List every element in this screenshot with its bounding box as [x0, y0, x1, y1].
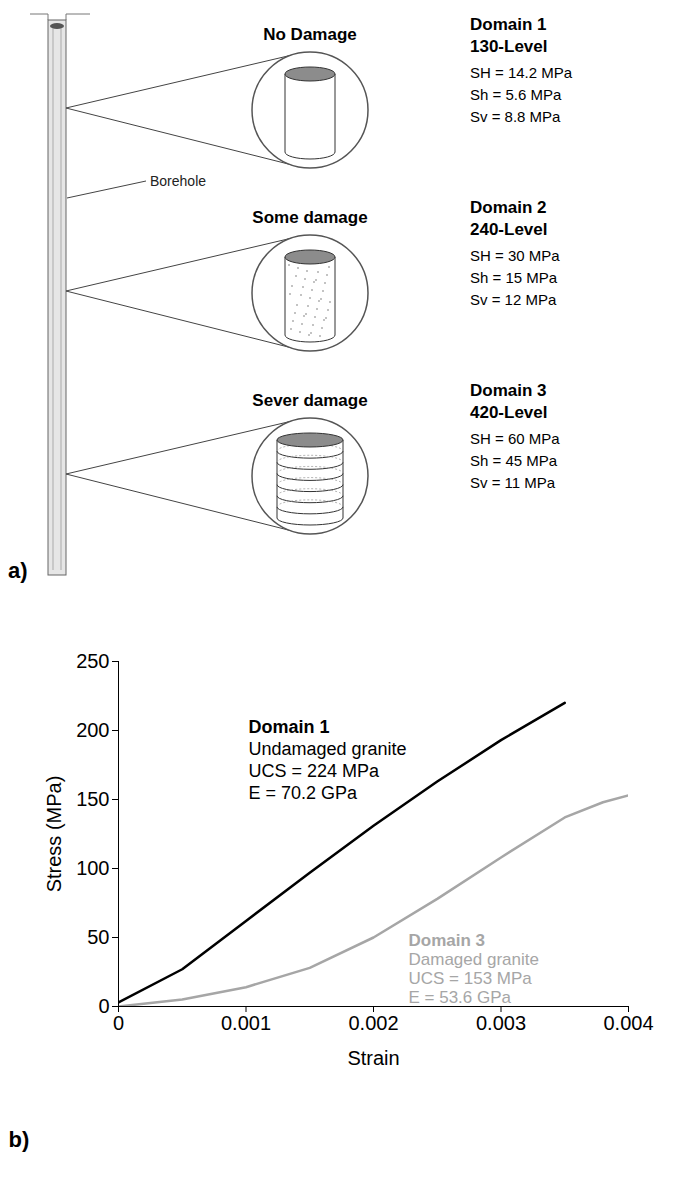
- svg-text:Sh = 45 MPa: Sh = 45 MPa: [470, 452, 558, 469]
- svg-text:b): b): [9, 1127, 30, 1152]
- svg-text:Sh = 5.6 MPa: Sh = 5.6 MPa: [470, 86, 562, 103]
- svg-text:Domain 3: Domain 3: [409, 931, 486, 950]
- svg-text:0: 0: [113, 1012, 124, 1034]
- svg-text:Sever damage: Sever damage: [252, 391, 367, 410]
- svg-text:a): a): [8, 558, 28, 583]
- svg-text:Borehole: Borehole: [150, 173, 206, 189]
- svg-text:150: 150: [76, 788, 109, 810]
- svg-text:Undamaged granite: Undamaged granite: [249, 739, 407, 759]
- svg-text:Domain 1: Domain 1: [249, 717, 330, 737]
- svg-text:SH = 30 MPa: SH = 30 MPa: [470, 247, 560, 264]
- svg-text:Domain 2: Domain 2: [470, 198, 547, 217]
- svg-text:50: 50: [87, 926, 109, 948]
- svg-text:0.001: 0.001: [221, 1012, 271, 1034]
- svg-text:0.002: 0.002: [348, 1012, 398, 1034]
- svg-text:Domain 3: Domain 3: [470, 381, 547, 400]
- svg-text:UCS = 153 MPa: UCS = 153 MPa: [409, 969, 533, 988]
- svg-text:200: 200: [76, 719, 109, 741]
- svg-text:Strain: Strain: [347, 1047, 399, 1069]
- svg-text:130-Level: 130-Level: [470, 37, 548, 56]
- svg-text:Sv = 12 MPa: Sv = 12 MPa: [470, 291, 557, 308]
- svg-text:E = 53.6 GPa: E = 53.6 GPa: [409, 988, 512, 1007]
- svg-text:240-Level: 240-Level: [470, 220, 548, 239]
- svg-text:0.003: 0.003: [476, 1012, 526, 1034]
- svg-text:UCS = 224 MPa: UCS = 224 MPa: [249, 761, 381, 781]
- svg-text:250: 250: [76, 650, 109, 672]
- svg-text:Some damage: Some damage: [252, 208, 367, 227]
- svg-text:Damaged granite: Damaged granite: [409, 950, 539, 969]
- svg-text:420-Level: 420-Level: [470, 403, 548, 422]
- svg-text:E = 70.2 GPa: E = 70.2 GPa: [249, 783, 359, 803]
- svg-text:0: 0: [98, 995, 109, 1017]
- svg-text:No Damage: No Damage: [263, 25, 357, 44]
- svg-text:Sv = 11 MPa: Sv = 11 MPa: [470, 474, 556, 491]
- svg-text:Stress (MPa): Stress (MPa): [43, 776, 65, 893]
- svg-text:SH = 14.2 MPa: SH = 14.2 MPa: [470, 64, 573, 81]
- svg-text:Sv = 8.8 MPa: Sv = 8.8 MPa: [470, 108, 561, 125]
- svg-text:Domain 1: Domain 1: [470, 15, 547, 34]
- svg-text:Sh = 15 MPa: Sh = 15 MPa: [470, 269, 558, 286]
- svg-text:0.004: 0.004: [603, 1012, 653, 1034]
- svg-text:SH = 60 MPa: SH = 60 MPa: [470, 430, 560, 447]
- svg-text:100: 100: [76, 857, 109, 879]
